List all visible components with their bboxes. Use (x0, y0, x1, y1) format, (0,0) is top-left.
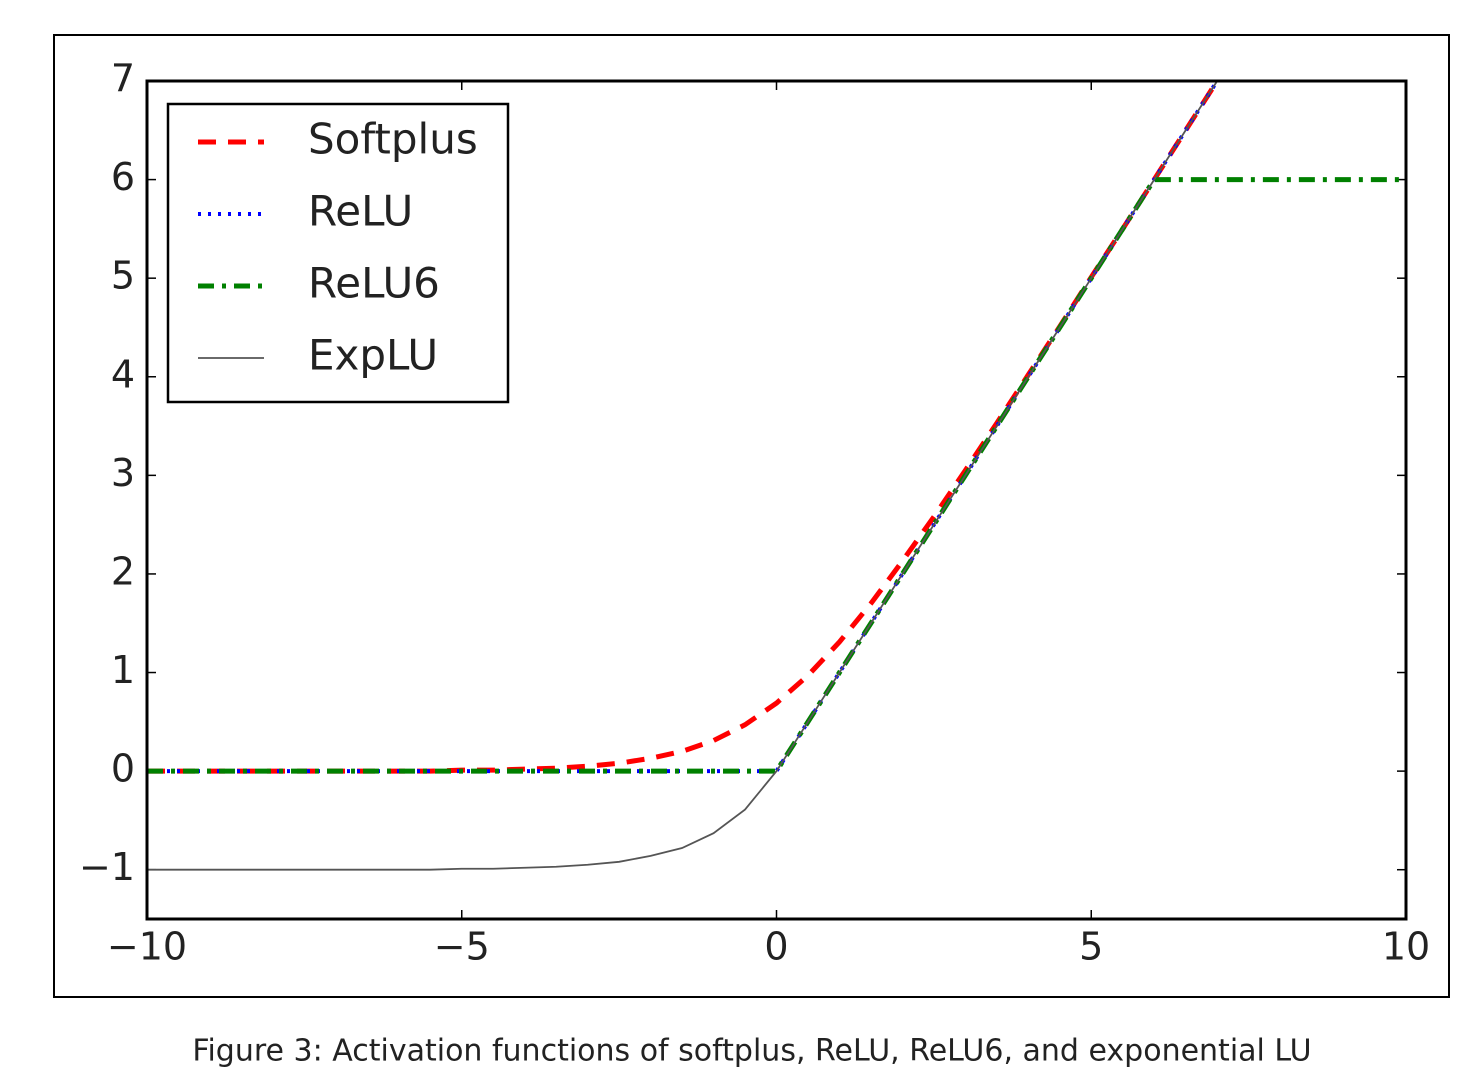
figure-frame (53, 34, 1450, 998)
caption: Figure 3: Activation functions of softpl… (192, 1034, 1311, 1069)
plot-lines (147, 81, 1406, 871)
y-tick-label: 3 (111, 451, 135, 495)
x-tick-label: −10 (107, 925, 187, 969)
legend-label: ExpLU (308, 331, 438, 380)
legend-label: ReLU (308, 187, 413, 236)
legend-box (166, 102, 510, 404)
y-tick-label: 2 (111, 549, 135, 593)
y-tick-label: 6 (111, 155, 135, 199)
x-tick-label: 10 (1382, 925, 1430, 969)
plot-frame (145, 79, 1408, 921)
x-tick-label: 0 (764, 925, 788, 969)
y-tick-label: 1 (111, 648, 135, 692)
y-tick-label: 4 (111, 352, 135, 396)
y-tick-label: 7 (111, 57, 135, 101)
series-line (147, 177, 1406, 774)
legend-label: Softplus (308, 115, 478, 164)
x-tick-label: 5 (1079, 925, 1103, 969)
y-tick-label: 0 (111, 747, 135, 791)
x-tick-label: −5 (434, 925, 490, 969)
y-tick-label: −1 (79, 845, 135, 889)
legend-label: ReLU6 (308, 259, 440, 308)
series-line (147, 81, 1221, 774)
y-tick-label: 5 (111, 254, 135, 298)
series-line (147, 81, 1219, 871)
